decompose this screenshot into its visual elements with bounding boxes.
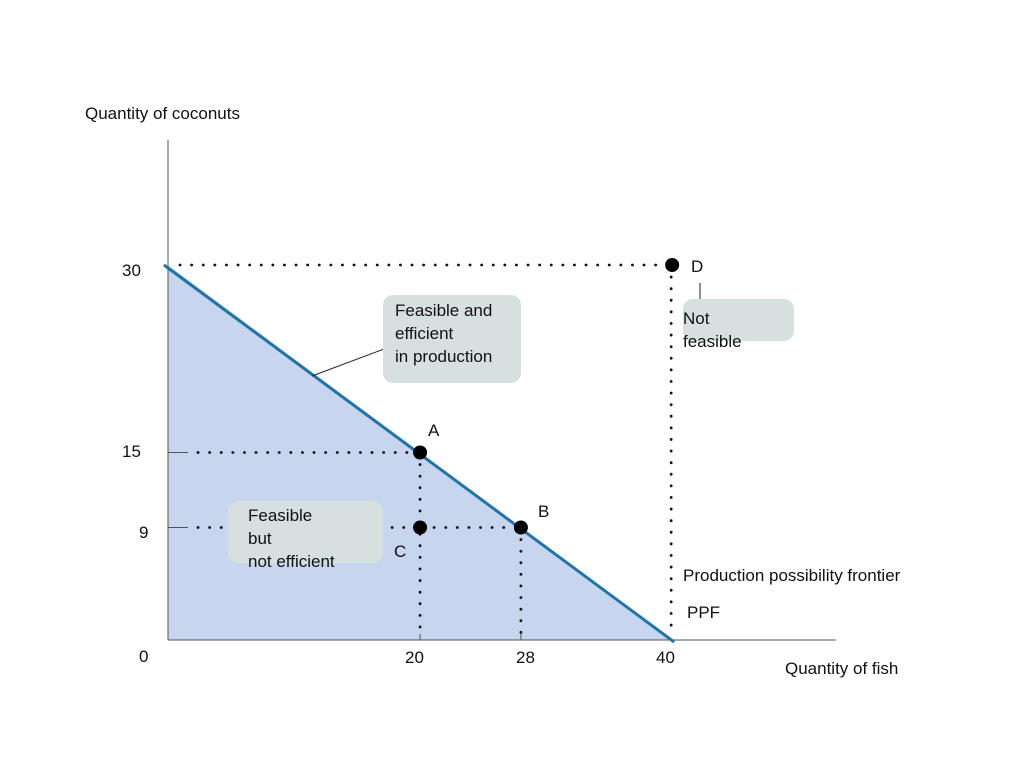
callout-efficient-line-1: Feasible and: [395, 301, 493, 320]
x-tick-20: 20: [405, 648, 424, 667]
y-tick-9: 9: [139, 523, 149, 542]
callout-not-feasible-line-2: feasible: [683, 332, 742, 351]
callout-efficient-line-2: efficient: [395, 324, 454, 343]
point-a: [413, 445, 428, 460]
callout-inefficient-line-1: Feasible: [248, 506, 313, 525]
x-axis-label: Quantity of fish: [785, 659, 899, 678]
callout-inefficient-line-2: but: [248, 529, 272, 548]
ppf-label: PPF: [687, 603, 721, 622]
y-axis-label: Quantity of coconuts: [85, 104, 240, 123]
point-label-a: A: [428, 421, 440, 440]
callout-not-feasible-line-1: Not: [683, 309, 710, 328]
origin-label: 0: [139, 647, 149, 666]
point-label-d: D: [691, 257, 704, 276]
callout-inefficient: Feasible but not efficient: [228, 501, 383, 571]
point-b: [513, 520, 528, 535]
callout-inefficient-line-3: not efficient: [248, 552, 335, 571]
point-label-b: B: [538, 502, 550, 521]
point-d: [665, 258, 680, 272]
y-tick-30: 30: [122, 261, 141, 280]
callout-efficient: Feasible and efficient in production: [383, 295, 521, 383]
point-label-c: C: [394, 542, 407, 561]
x-tick-28: 28: [516, 648, 535, 667]
frontier-label: Production possibility frontier: [683, 566, 901, 585]
callout-efficient-line-3: in production: [395, 347, 493, 366]
point-c: [413, 520, 428, 535]
callout-not-feasible: Not feasible: [683, 299, 794, 351]
y-tick-15: 15: [122, 442, 141, 461]
x-tick-40: 40: [656, 648, 675, 667]
leader-efficient: [311, 348, 385, 377]
